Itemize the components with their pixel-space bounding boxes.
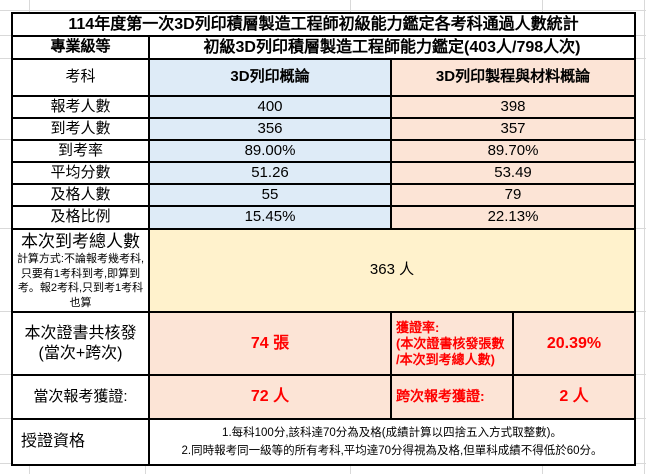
- subject-col1-cell[interactable]: 3D列印概論: [148, 58, 392, 97]
- gridline: [644, 0, 645, 474]
- current-award-label: 當次報考獲證:: [33, 387, 128, 405]
- cross-award-value: 2 人: [559, 388, 589, 405]
- certificates-count: 74 張: [250, 334, 290, 352]
- stat-value-cell[interactable]: 55: [148, 183, 392, 207]
- gridline: [29, 463, 30, 474]
- stat-label: 報考人數: [50, 97, 111, 115]
- qualification-label: 授證資格: [21, 433, 86, 450]
- qualification-note-line2: 2.同時報考同一級等的所有考科,平均達70分得視為及格,但單科成績不得低於60分…: [181, 445, 603, 457]
- level-label-cell[interactable]: 專業級等: [11, 35, 150, 60]
- current-award-value: 72 人: [250, 388, 290, 405]
- stat-label-cell[interactable]: 平均分數: [11, 161, 150, 185]
- cross-award-label: 跨次報考獲證:: [396, 388, 485, 405]
- current-award-value-cell[interactable]: 72 人: [148, 374, 392, 420]
- gridline: [350, 0, 351, 12]
- subject-label-cell[interactable]: 考科: [11, 58, 150, 97]
- table-title-cell[interactable]: 114年度第一次3D列印積層製造工程師初級能力鑑定各考科通過人數統計: [10, 12, 637, 37]
- rate-note-line2: /本次到考總人數): [396, 351, 495, 367]
- stat-value: 55: [261, 185, 279, 203]
- qualification-label-cell[interactable]: 授證資格: [11, 418, 150, 466]
- current-award-label-cell[interactable]: 當次報考獲證:: [11, 374, 150, 420]
- stat-value: 357: [500, 119, 526, 137]
- stat-value-cell[interactable]: 89.00%: [148, 139, 392, 163]
- table-row: 及格比例 15.45% 22.13%: [11, 205, 637, 230]
- certificate-rate-label-cell[interactable]: 獲證率: (本次證書核發張數 /本次到考總人數): [390, 311, 514, 376]
- stat-value-cell[interactable]: 398: [389, 95, 637, 119]
- subject-col1: 3D列印概論: [230, 68, 310, 86]
- stat-label-cell[interactable]: 報考人數: [11, 95, 150, 119]
- table-row: 到考率 89.00% 89.70%: [11, 139, 637, 163]
- gridline: [350, 463, 351, 474]
- qualification-note-line1: 1.每科100分,該科達70分為及格(成績計算以四捨五入方式取整數)。: [222, 427, 562, 439]
- total-attended-value-cell[interactable]: 363 人: [147, 228, 637, 313]
- cross-award-value-cell[interactable]: 2 人: [511, 374, 637, 420]
- stat-value: 356: [257, 119, 283, 137]
- cross-award-label-cell[interactable]: 跨次報考獲證:: [390, 374, 514, 420]
- table-row: 及格人數 55 79: [11, 183, 637, 207]
- stat-value: 22.13%: [487, 208, 539, 226]
- certificates-label-cell[interactable]: 本次證書共核發 (當次+跨次): [11, 311, 150, 376]
- stat-value-cell[interactable]: 357: [389, 117, 637, 141]
- certificates-count-cell[interactable]: 74 張: [148, 311, 392, 376]
- stat-label-cell[interactable]: 到考人數: [11, 117, 150, 141]
- subject-col2: 3D列印製程與材料概論: [435, 68, 591, 86]
- stat-value-cell[interactable]: 79: [389, 183, 637, 207]
- stat-label: 平均分數: [50, 163, 111, 181]
- stat-label: 及格比例: [50, 208, 111, 226]
- gridline: [0, 10, 646, 11]
- stat-value-cell[interactable]: 22.13%: [389, 205, 637, 230]
- stat-value: 15.45%: [244, 208, 296, 226]
- gridline: [29, 0, 30, 12]
- rate-label: 獲證率:: [396, 319, 440, 335]
- table-title: 114年度第一次3D列印積層製造工程師初級能力鑑定各考科通過人數統計: [68, 15, 579, 33]
- level-value-cell[interactable]: 初級3D列印積層製造工程師能力鑑定(403人/798人次): [147, 35, 637, 60]
- stat-value: 89.00%: [244, 141, 296, 159]
- subject-col2-cell[interactable]: 3D列印製程與材料概論: [389, 58, 637, 97]
- total-attended-label: 本次到考總人數: [21, 231, 140, 251]
- certificate-rate-value-cell[interactable]: 20.39%: [511, 311, 637, 376]
- stat-value: 400: [257, 97, 283, 115]
- stat-value: 53.49: [494, 163, 532, 181]
- gridline: [542, 463, 543, 474]
- statistics-table: 114年度第一次3D列印積層製造工程師初級能力鑑定各考科通過人數統計 專業級等 …: [10, 12, 637, 466]
- table-row: 到考人數 356 357: [11, 117, 637, 141]
- stat-label-cell[interactable]: 到考率: [11, 139, 150, 163]
- stat-value-cell[interactable]: 89.70%: [389, 139, 637, 163]
- certificate-rate-value: 20.39%: [546, 334, 602, 352]
- stat-value: 51.26: [251, 163, 289, 181]
- certificates-label-line1: 本次證書共核發: [24, 324, 137, 342]
- gridline: [542, 0, 543, 12]
- qualification-note-cell[interactable]: 1.每科100分,該科達70分為及格(成績計算以四捨五入方式取整數)。 2.同時…: [147, 418, 637, 466]
- stat-label: 及格人數: [50, 185, 111, 203]
- stat-value-cell[interactable]: 400: [148, 95, 392, 119]
- stat-label: 到考率: [57, 141, 103, 159]
- total-attended-note: 計算方式:不論報考幾考科,只要有1考科到考,即算到考。報2考科,只到考1考科也算: [16, 253, 145, 309]
- level-label: 專業級等: [50, 38, 111, 56]
- stat-value: 79: [504, 185, 522, 203]
- certificates-label-line2: (當次+跨次): [38, 344, 123, 362]
- rate-note-line1: (本次證書核發張數: [396, 335, 505, 351]
- total-attended-label-cell[interactable]: 本次到考總人數 計算方式:不論報考幾考科,只要有1考科到考,即算到考。報2考科,…: [11, 228, 150, 313]
- stat-value: 398: [500, 97, 526, 115]
- stat-value-cell[interactable]: 53.49: [389, 161, 637, 185]
- stat-value: 89.70%: [487, 141, 539, 159]
- stat-label-cell[interactable]: 及格比例: [11, 205, 150, 230]
- subject-label: 考科: [65, 68, 96, 86]
- stat-label-cell[interactable]: 及格人數: [11, 183, 150, 207]
- level-value: 初級3D列印積層製造工程師能力鑑定(403人/798人次): [203, 38, 581, 56]
- total-attended-value: 363 人: [369, 261, 415, 279]
- stat-value-cell[interactable]: 356: [148, 117, 392, 141]
- stat-label: 到考人數: [50, 119, 111, 137]
- table-row: 報考人數 400 398: [11, 95, 637, 119]
- stat-value-cell[interactable]: 51.26: [148, 161, 392, 185]
- stat-value-cell[interactable]: 15.45%: [148, 205, 392, 230]
- table-row: 平均分數 51.26 53.49: [11, 161, 637, 185]
- gridline: [145, 463, 146, 474]
